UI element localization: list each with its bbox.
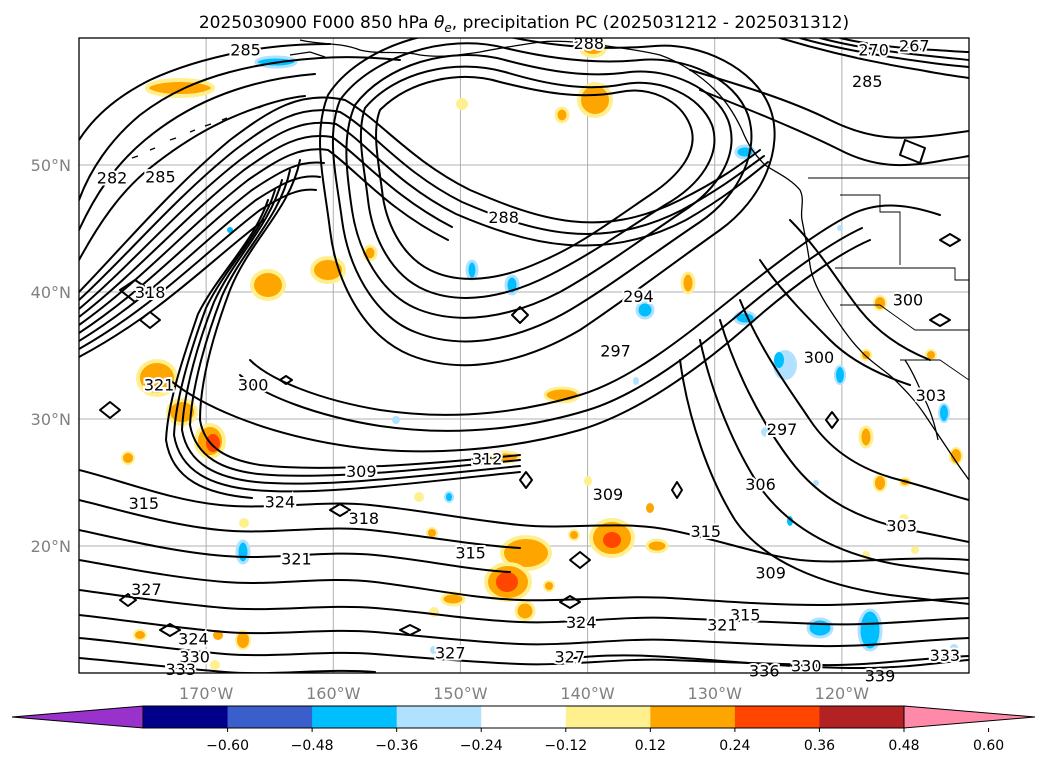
contour-label: 324	[265, 493, 296, 512]
colorbar-swatch	[481, 706, 567, 728]
contour-label: 303	[886, 517, 917, 536]
coastlines	[131, 39, 969, 481]
lon-tick-label: 160°W	[306, 684, 361, 703]
contour-label: 315	[455, 543, 486, 562]
contour-label: 270	[858, 40, 889, 59]
contour-label: 300	[893, 291, 924, 310]
contour-label: 300	[804, 348, 835, 367]
axis-tick-labels: 170°W 160°W 150°W 140°W 130°W 120°W 50°N 40°N 30…	[31, 156, 870, 703]
contour-label: 294	[623, 287, 654, 306]
contour-label: 333	[930, 646, 961, 665]
colorbar-swatch	[312, 706, 398, 728]
lat-tick-label: 30°N	[31, 410, 71, 429]
colorbar-tick-label: −0.24	[460, 738, 503, 754]
colorbar-tick-label: 0.48	[888, 738, 919, 754]
contour-label: 327	[131, 580, 162, 599]
contour-label: 312	[472, 449, 503, 468]
contour-label: 267	[899, 37, 930, 56]
figure-title: 2025030900 F000 850 hPa θe, precipitatio…	[199, 13, 849, 35]
contour-label: 309	[346, 462, 377, 481]
contour-label: 297	[767, 420, 798, 439]
colorbar-swatch	[227, 706, 313, 728]
contour-label: 336	[749, 661, 780, 680]
contour-label: 315	[691, 522, 722, 541]
colorbar-swatch	[396, 706, 482, 728]
colorbar-tick-label: 0.60	[973, 738, 1004, 754]
colorbar-swatch	[819, 706, 905, 728]
precip-negative-patches	[227, 55, 958, 654]
colorbar-tick-label: 0.12	[635, 738, 666, 754]
contour-label: 309	[755, 564, 786, 583]
contour-label: 330	[179, 647, 210, 666]
colorbar-frame	[142, 705, 905, 729]
contour-label: 330	[791, 656, 822, 675]
lon-tick-label: 170°W	[179, 684, 234, 703]
lat-tick-label: 40°N	[31, 283, 71, 302]
contour-label: 315	[129, 494, 160, 513]
contour-label: 297	[600, 341, 631, 360]
contour-labels: 285 288 270 267 285 282 285 288 318 294 300 297 300 3…	[95, 32, 962, 687]
colorbar-swatch	[143, 706, 229, 728]
colorbar-tick-label: 0.36	[804, 738, 835, 754]
contour-label: 300	[238, 376, 269, 395]
precip-positive-patches	[121, 38, 963, 670]
map-frame	[78, 37, 970, 674]
colorbar-tick-label: −0.48	[291, 738, 334, 754]
lon-tick-label: 140°W	[560, 684, 615, 703]
contour-label: 333	[165, 660, 196, 679]
lat-tick-label: 20°N	[31, 537, 71, 556]
contour-label: 303	[916, 386, 947, 405]
colorbar-swatch	[734, 706, 820, 728]
contour-label: 324	[566, 613, 597, 632]
lat-tick-label: 50°N	[31, 156, 71, 175]
political-borders	[808, 177, 969, 381]
contour-label: 321	[281, 550, 312, 569]
contour-label: 282	[97, 169, 128, 188]
contour-label: 321	[707, 616, 738, 635]
contour-label: 306	[745, 475, 776, 494]
lon-tick-label: 150°W	[433, 684, 488, 703]
lon-tick-label: 120°W	[815, 684, 870, 703]
colorbar-tick-label: −0.12	[544, 738, 587, 754]
theta-e-contours	[79, 38, 969, 673]
contour-label: 285	[852, 72, 883, 91]
map-area	[79, 38, 969, 673]
colorbar-swatch	[650, 706, 736, 728]
colorbar: −0.60 −0.48 −0.36 −0.24 −0.12 0.12 0.24 0.36 0.4…	[11, 705, 1036, 754]
contour-label: 288	[574, 34, 605, 53]
lon-tick-label: 130°W	[688, 684, 743, 703]
colorbar-extend-high	[903, 705, 1036, 729]
colorbar-tick-label: 0.24	[719, 738, 750, 754]
contour-label: 324	[178, 630, 209, 649]
contour-label: 327	[435, 644, 466, 663]
contour-label: 321	[144, 376, 175, 395]
contour-label: 309	[593, 485, 624, 504]
contour-label: 288	[488, 208, 519, 227]
contour-label: 285	[145, 167, 176, 186]
colorbar-tick-label: −0.36	[375, 738, 418, 754]
contour-label: 318	[349, 509, 380, 528]
contour-label: 327	[554, 647, 585, 666]
contour-label: 315	[730, 606, 761, 625]
colorbar-tick-label: −0.60	[206, 738, 249, 754]
contour-label: 318	[135, 283, 166, 302]
contour-label: 339	[865, 667, 896, 686]
colorbar-extend-low	[11, 705, 144, 729]
contour-label: 285	[230, 40, 261, 59]
colorbar-swatch	[565, 706, 651, 728]
